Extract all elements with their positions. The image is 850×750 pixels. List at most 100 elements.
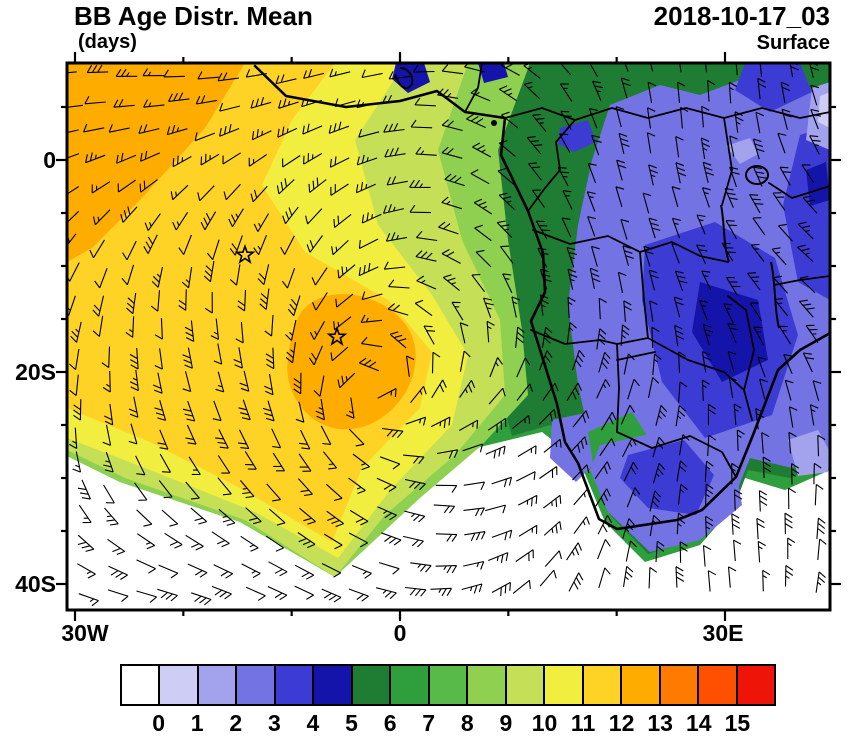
wind-barb xyxy=(194,132,215,142)
wind-barb xyxy=(387,303,409,316)
wind-barb xyxy=(191,592,212,606)
wind-barb xyxy=(278,98,299,109)
wind-barb xyxy=(441,249,461,264)
contour-core-amber-nw xyxy=(67,63,245,262)
wind-barb xyxy=(649,490,662,512)
wind-barb xyxy=(250,185,268,203)
wind-barb xyxy=(69,374,79,397)
wind-barb xyxy=(237,289,247,312)
wind-barb xyxy=(382,94,404,104)
wind-barb xyxy=(723,303,734,323)
wind-barb xyxy=(809,63,819,78)
wind-barb xyxy=(728,81,737,104)
wind-barb xyxy=(301,98,322,108)
wind-barb xyxy=(728,376,738,399)
wind-barb xyxy=(812,380,822,402)
country-border xyxy=(735,434,754,478)
wind-barb xyxy=(70,321,82,343)
wind-barb xyxy=(383,122,405,133)
wind-barb xyxy=(161,509,179,527)
colorbar-cell-9 xyxy=(468,666,507,704)
wind-barb xyxy=(361,291,383,301)
wind-barb xyxy=(107,538,126,556)
wind-barb xyxy=(539,268,552,290)
wind-barb xyxy=(238,399,251,421)
wind-barb xyxy=(293,372,302,395)
lake-malawi xyxy=(770,261,780,329)
plot-title: BB Age Distr. Mean xyxy=(74,1,313,31)
wind-barb xyxy=(472,142,492,158)
wind-barb xyxy=(157,588,178,602)
wind-barb xyxy=(245,586,266,601)
wind-barb xyxy=(597,515,613,535)
wind-barb xyxy=(615,186,625,208)
wind-barb xyxy=(788,431,797,454)
wind-barb xyxy=(773,275,789,294)
wind-barb xyxy=(259,288,270,310)
wind-barb xyxy=(128,396,139,418)
wind-barb xyxy=(360,336,383,348)
country-border xyxy=(768,182,830,199)
wind-barb xyxy=(104,507,119,526)
wind-barb xyxy=(473,198,492,215)
wind-barb xyxy=(648,566,658,589)
wind-barb xyxy=(103,484,115,504)
wind-barb xyxy=(138,124,160,135)
wind-barb xyxy=(386,176,408,186)
wind-barb xyxy=(750,243,765,262)
wind-barb xyxy=(444,173,465,187)
x-tick-label-0: 0 xyxy=(393,620,407,646)
wind-barb xyxy=(107,589,129,603)
wind-barb xyxy=(799,275,816,294)
wind-barb xyxy=(491,581,511,596)
wind-barb xyxy=(203,260,215,283)
wind-barb xyxy=(787,487,796,510)
wind-barb xyxy=(543,438,562,453)
wind-barb xyxy=(69,427,78,449)
wind-barb xyxy=(675,136,684,158)
wind-barb xyxy=(774,298,789,317)
wind-barb xyxy=(771,247,787,266)
wind-barb xyxy=(206,239,220,261)
wind-barb xyxy=(622,437,637,458)
star-marker xyxy=(326,326,348,346)
wind-barb xyxy=(707,570,717,592)
wind-barb xyxy=(755,111,765,134)
wind-barb xyxy=(239,480,255,499)
wind-barb xyxy=(142,68,165,77)
wind-barb xyxy=(187,563,208,578)
wind-barb xyxy=(423,325,436,345)
wind-barb xyxy=(724,187,738,208)
wind-barb xyxy=(675,566,685,588)
wind-barb xyxy=(701,187,711,208)
wind-barb xyxy=(762,456,772,479)
wind-barb xyxy=(810,108,822,130)
wind-barb xyxy=(348,532,368,548)
wind-barb xyxy=(116,152,137,164)
wind-barb xyxy=(778,223,793,242)
wind-barb xyxy=(309,321,325,340)
wind-barb xyxy=(674,270,688,291)
wind-barb xyxy=(158,564,179,579)
wind-barb xyxy=(620,77,631,99)
wind-barb xyxy=(559,83,573,102)
wind-barb xyxy=(757,356,767,378)
wind-barb xyxy=(673,296,684,318)
wind-barb xyxy=(459,419,479,431)
wind-barb xyxy=(358,238,379,249)
wind-barb xyxy=(758,490,768,512)
wind-barb xyxy=(498,140,516,157)
wind-barb xyxy=(761,432,770,454)
wind-barb xyxy=(535,220,551,240)
wind-barb xyxy=(571,349,585,371)
wind-barb xyxy=(322,451,338,470)
wind-barb xyxy=(615,106,625,128)
wind-barb xyxy=(245,69,267,78)
wind-barb xyxy=(622,518,635,539)
wind-barb xyxy=(643,245,654,267)
wind-barb xyxy=(488,387,506,405)
wind-barb xyxy=(642,192,652,214)
wind-barb xyxy=(129,347,139,370)
colorbar-tick-labels: 0 1 2 3 4 5 6 7 8 9 10 11 12 13 14 15 xyxy=(120,710,776,740)
